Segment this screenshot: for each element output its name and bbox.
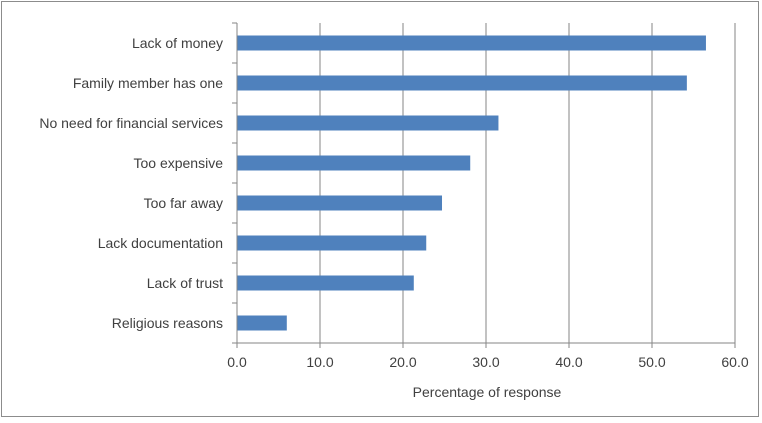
bar-chart: Lack of money Family member has one No nee…	[39, 22, 749, 400]
category-label: Lack of trust	[147, 275, 223, 291]
bar	[237, 195, 443, 211]
bars	[237, 35, 706, 331]
category-label: No need for financial services	[39, 115, 223, 131]
category-label: Too expensive	[133, 155, 223, 171]
chart-frame: Lack of money Family member has one No nee…	[1, 1, 759, 417]
category-labels: Lack of money Family member has one No nee…	[39, 35, 223, 331]
x-tick-label: 50.0	[638, 354, 665, 370]
x-tick-label: 30.0	[472, 354, 499, 370]
bar	[237, 35, 706, 51]
bar	[237, 315, 287, 331]
category-label: Family member has one	[73, 75, 223, 91]
x-tick-label: 40.0	[555, 354, 582, 370]
category-label: Lack documentation	[98, 235, 223, 251]
bar	[237, 155, 471, 171]
bar	[237, 75, 687, 91]
x-tick-label: 60.0	[721, 354, 748, 370]
category-label: Lack of money	[132, 35, 223, 51]
x-tick-label: 20.0	[389, 354, 416, 370]
x-tick-labels: 0.0 10.0 20.0 30.0 40.0 50.0 60.0	[227, 354, 749, 370]
axes	[232, 22, 736, 348]
category-label: Too far away	[144, 195, 223, 211]
x-tick-label: 0.0	[227, 354, 247, 370]
x-axis-title: Percentage of response	[413, 384, 562, 400]
gridlines	[319, 23, 736, 343]
bar	[237, 235, 427, 251]
bar	[237, 115, 499, 131]
bar	[237, 275, 414, 291]
category-label: Religious reasons	[112, 315, 223, 331]
x-tick-label: 10.0	[306, 354, 333, 370]
